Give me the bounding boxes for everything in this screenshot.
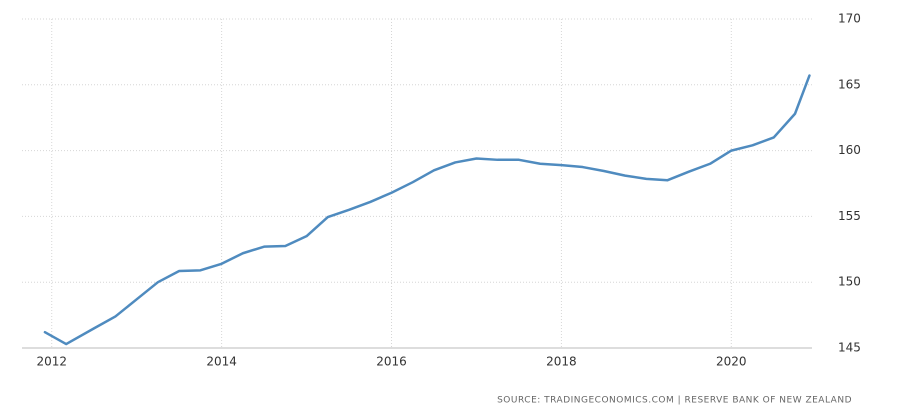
data-line: [43, 74, 811, 346]
y-tick-label: 145: [838, 341, 861, 355]
y-tick-label: 160: [838, 143, 861, 157]
source-note: SOURCE: TRADINGECONOMICS.COM | RESERVE B…: [497, 396, 852, 406]
y-tick-label: 165: [838, 77, 861, 91]
y-tick-label: 170: [838, 12, 861, 26]
x-tick-label: 2014: [206, 355, 237, 369]
x-tick-label: 2018: [546, 355, 577, 369]
y-tick-label: 150: [838, 275, 861, 289]
x-tick-label: 2016: [376, 355, 407, 369]
y-tick-label: 155: [838, 209, 861, 223]
x-tick-label: 2020: [716, 355, 747, 369]
x-tick-label: 2012: [36, 355, 67, 369]
